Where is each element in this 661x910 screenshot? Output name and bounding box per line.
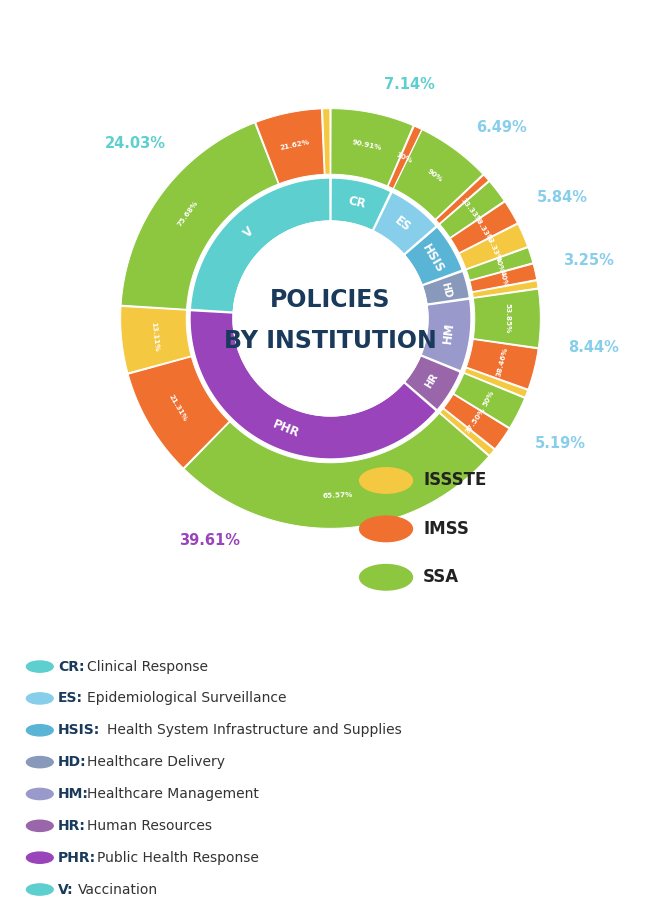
Circle shape <box>26 788 53 800</box>
Polygon shape <box>440 409 494 455</box>
Text: HSIS: HSIS <box>420 241 447 275</box>
Text: HM: HM <box>441 321 456 345</box>
Text: PHR:: PHR: <box>58 851 97 864</box>
Circle shape <box>26 724 53 736</box>
Circle shape <box>360 564 412 590</box>
Text: 6.49%: 6.49% <box>476 120 527 136</box>
Text: 21.31%: 21.31% <box>168 394 188 422</box>
Text: HSIS:: HSIS: <box>58 723 100 737</box>
Polygon shape <box>405 356 460 410</box>
Text: 3.25%: 3.25% <box>563 253 614 268</box>
Text: 24.03%: 24.03% <box>105 136 166 151</box>
Text: 75.68%: 75.68% <box>176 200 199 228</box>
Polygon shape <box>331 178 391 230</box>
Text: 7.14%: 7.14% <box>384 77 435 92</box>
Text: V: V <box>241 224 256 239</box>
Polygon shape <box>464 368 527 397</box>
Text: ISSSTE: ISSSTE <box>423 471 486 490</box>
Text: Epidemiological Surveillance: Epidemiological Surveillance <box>87 692 287 705</box>
Text: 5.19%: 5.19% <box>535 437 586 451</box>
Text: POLICIES: POLICIES <box>270 288 391 312</box>
Text: 39.61%: 39.61% <box>179 533 240 548</box>
Text: Human Resources: Human Resources <box>87 819 212 833</box>
Polygon shape <box>436 175 488 224</box>
Polygon shape <box>440 181 504 238</box>
Polygon shape <box>444 394 509 449</box>
Polygon shape <box>373 192 436 255</box>
Text: Healthcare Management: Healthcare Management <box>87 787 259 801</box>
Circle shape <box>26 820 53 832</box>
Polygon shape <box>421 299 471 371</box>
Text: HM:: HM: <box>58 787 89 801</box>
Text: HD: HD <box>439 280 453 298</box>
Text: PHR: PHR <box>270 418 301 440</box>
Text: Vaccination: Vaccination <box>77 883 157 896</box>
Circle shape <box>26 756 53 768</box>
Polygon shape <box>190 178 330 312</box>
Polygon shape <box>466 339 538 389</box>
Circle shape <box>26 852 53 864</box>
Polygon shape <box>190 310 436 459</box>
Polygon shape <box>394 130 430 191</box>
Text: 33.33%: 33.33% <box>485 233 502 263</box>
Circle shape <box>26 661 53 672</box>
Text: 33.33%: 33.33% <box>459 197 483 225</box>
Circle shape <box>26 884 53 895</box>
Text: Clinical Response: Clinical Response <box>87 660 208 673</box>
Text: 53.85%: 53.85% <box>504 303 510 334</box>
Polygon shape <box>256 109 324 184</box>
Text: 33.33%: 33.33% <box>473 215 493 243</box>
Text: Healthcare Delivery: Healthcare Delivery <box>87 755 225 769</box>
Circle shape <box>360 516 412 541</box>
Polygon shape <box>405 227 463 285</box>
Text: 38.46%: 38.46% <box>496 346 509 377</box>
Text: 40%: 40% <box>498 270 508 288</box>
Text: 13.11%: 13.11% <box>150 321 159 352</box>
Text: 65.57%: 65.57% <box>323 491 353 499</box>
Text: Health System Infrastructure and Supplies: Health System Infrastructure and Supplie… <box>106 723 401 737</box>
Circle shape <box>360 468 412 493</box>
Polygon shape <box>459 224 527 269</box>
Text: HR:: HR: <box>58 819 86 833</box>
Text: SSA: SSA <box>423 569 459 586</box>
Text: 50%: 50% <box>482 389 495 408</box>
Text: BY INSTITUTION: BY INSTITUTION <box>224 329 437 353</box>
Text: 21.62%: 21.62% <box>280 139 310 151</box>
Polygon shape <box>473 289 540 348</box>
Text: ES: ES <box>392 214 413 234</box>
Polygon shape <box>470 264 537 292</box>
Polygon shape <box>121 123 278 309</box>
Text: CR: CR <box>347 194 367 211</box>
Polygon shape <box>128 357 229 468</box>
Text: HR: HR <box>424 371 440 390</box>
Text: 90.91%: 90.91% <box>351 139 382 151</box>
Text: 8.44%: 8.44% <box>568 340 619 355</box>
Polygon shape <box>323 108 330 175</box>
Polygon shape <box>121 307 191 373</box>
Polygon shape <box>466 248 533 280</box>
Text: 10%: 10% <box>395 151 413 164</box>
Text: 37.50%: 37.50% <box>465 406 486 434</box>
Polygon shape <box>388 126 422 188</box>
Text: ES:: ES: <box>58 692 83 705</box>
Circle shape <box>26 693 53 704</box>
Polygon shape <box>422 271 469 304</box>
Text: 40%: 40% <box>494 256 505 274</box>
Polygon shape <box>331 108 413 186</box>
Text: 5.84%: 5.84% <box>537 189 588 205</box>
Polygon shape <box>184 413 488 529</box>
Text: CR:: CR: <box>58 660 85 673</box>
Text: IMSS: IMSS <box>423 520 469 538</box>
Polygon shape <box>450 202 518 253</box>
Polygon shape <box>473 280 538 298</box>
Text: Public Health Response: Public Health Response <box>97 851 259 864</box>
Text: 90%: 90% <box>426 168 444 183</box>
Polygon shape <box>453 373 525 428</box>
Text: V:: V: <box>58 883 73 896</box>
Polygon shape <box>393 130 483 219</box>
Text: HD:: HD: <box>58 755 87 769</box>
Circle shape <box>233 221 428 416</box>
